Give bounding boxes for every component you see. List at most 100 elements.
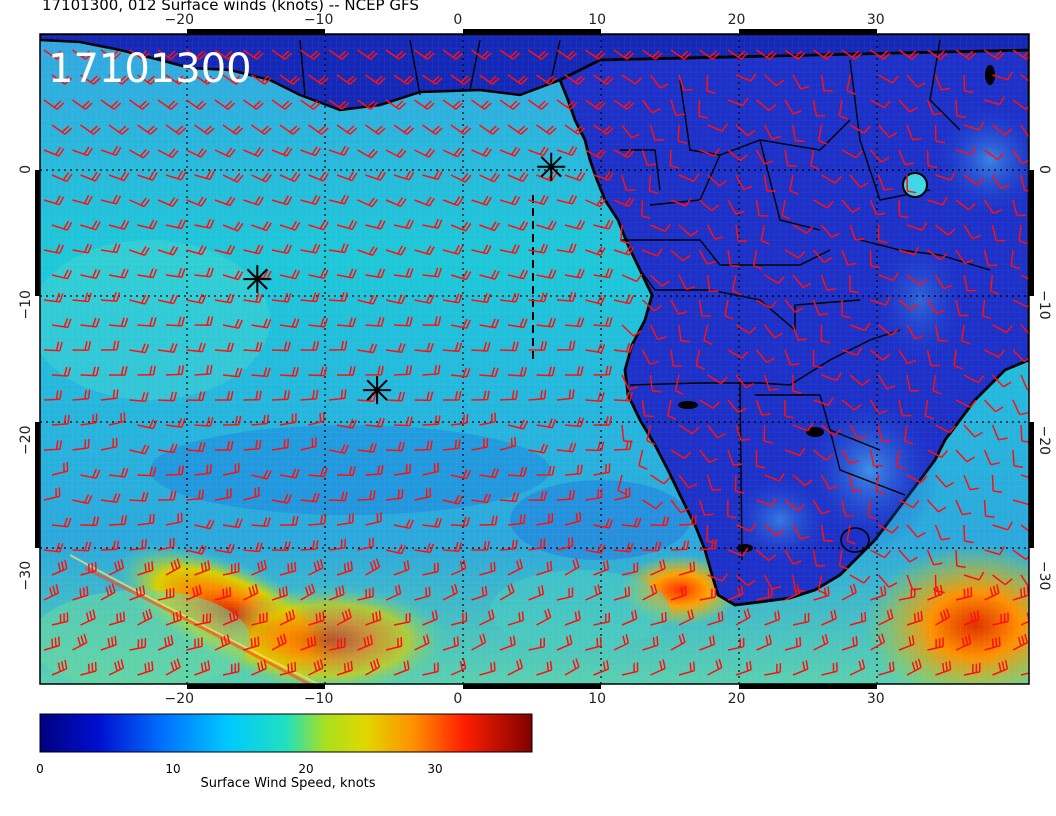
wind-barb — [564, 558, 580, 576]
wind-barb — [678, 74, 693, 92]
wind-barb — [214, 99, 236, 110]
wind-barb — [813, 586, 830, 601]
wind-barb — [422, 316, 442, 327]
wind-barb — [593, 124, 614, 135]
markers — [243, 152, 566, 405]
wind-barb — [755, 349, 775, 363]
wind-barb — [613, 440, 633, 451]
wind-barb — [813, 397, 834, 407]
lon-label-top-0: −20 — [165, 12, 195, 28]
wind-barb — [328, 49, 350, 60]
wind-barb — [849, 322, 871, 332]
wind-barb — [365, 268, 386, 279]
wind-barb — [507, 558, 524, 576]
wind-barb — [648, 174, 659, 195]
wind-barb — [165, 512, 183, 526]
wind-barb — [442, 439, 461, 451]
wind-barb — [821, 174, 842, 184]
wind-barb — [222, 318, 243, 329]
wind-barb — [328, 538, 347, 551]
wind-barb — [1012, 549, 1029, 561]
wind-barb — [810, 149, 820, 170]
wind-barbs — [43, 49, 1029, 676]
wind-barb — [385, 343, 406, 353]
wind-barb — [784, 447, 806, 457]
wind-barb — [585, 392, 605, 403]
wind-barb — [955, 499, 972, 516]
wind-barb — [991, 224, 1006, 242]
wind-barb — [222, 462, 240, 476]
wind-barb — [357, 294, 378, 305]
wind-barb — [414, 49, 435, 60]
wind-barb — [308, 467, 328, 478]
wind-barb — [194, 74, 215, 85]
wind-barb — [934, 124, 945, 144]
wind-barb — [841, 636, 858, 651]
wind-barb — [300, 243, 321, 254]
wind-barb — [251, 172, 273, 183]
wind-barb — [789, 174, 799, 195]
lat-label-right-0: 0 — [1036, 165, 1052, 174]
wind-barb — [328, 194, 350, 205]
wind-barb — [365, 610, 382, 626]
wind-barb — [820, 274, 836, 291]
wind-barb — [72, 341, 92, 351]
wind-barb — [243, 147, 265, 158]
wind-barb — [528, 146, 549, 157]
wind-barb — [792, 422, 814, 432]
wind-barb — [849, 174, 869, 188]
wind-barb — [556, 291, 577, 302]
wind-barb — [243, 293, 264, 304]
marker-2-star — [243, 265, 272, 294]
wind-barb — [613, 391, 634, 402]
wind-barb — [593, 170, 614, 181]
wind-barb — [243, 341, 263, 352]
wind-barb — [507, 466, 528, 477]
wind-barb — [677, 124, 688, 145]
wind-barb — [129, 246, 150, 257]
wind-barb — [963, 610, 980, 626]
wind-barb — [621, 562, 639, 576]
wind-barb — [906, 274, 927, 286]
wind-barb — [726, 499, 737, 519]
wind-barb — [593, 416, 613, 426]
wind-barb — [186, 245, 207, 256]
wind-barb — [877, 574, 898, 588]
wind-barb — [336, 171, 358, 182]
wind-barb — [528, 341, 548, 351]
wind-barb — [385, 544, 407, 555]
wind-barb — [243, 49, 264, 60]
wind-barb — [926, 299, 945, 315]
wind-barb — [137, 170, 158, 181]
wind-barb — [72, 99, 93, 110]
wind-barb — [613, 586, 631, 601]
wind-barb — [414, 99, 435, 110]
wind-barb — [926, 149, 938, 169]
wind-barb — [735, 660, 752, 676]
wind-barb — [621, 174, 636, 192]
wind-barb — [357, 490, 376, 501]
wind-barb — [157, 99, 179, 110]
wind-barb — [222, 415, 242, 426]
wind-barb — [812, 249, 833, 263]
wind-barb — [51, 318, 72, 329]
wind-barb — [365, 219, 386, 230]
wind-barb — [507, 172, 529, 183]
wind-barb — [471, 147, 493, 158]
wind-barb — [646, 424, 656, 446]
wind-barb — [80, 74, 101, 85]
wind-barb — [841, 449, 859, 465]
wind-barb — [137, 466, 157, 477]
wind-barb — [308, 411, 325, 426]
wind-barb — [678, 173, 700, 182]
wind-barb — [357, 197, 379, 208]
wind-barb — [479, 221, 500, 232]
wind-barb — [194, 560, 211, 576]
wind-barb — [165, 170, 187, 181]
wind-barb — [393, 170, 415, 181]
wind-barb — [784, 584, 801, 601]
wind-barb — [251, 124, 272, 135]
wind-barb — [279, 609, 296, 626]
wind-barb — [186, 49, 207, 60]
wind-barb — [955, 49, 977, 60]
